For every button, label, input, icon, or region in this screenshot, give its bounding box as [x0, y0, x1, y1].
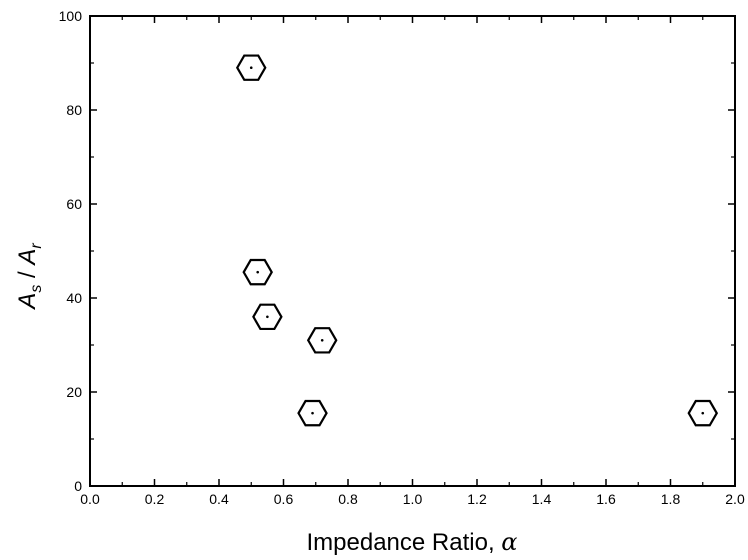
marker-center-dot — [320, 339, 324, 342]
marker-center-dot — [701, 411, 705, 415]
y-axis-title: As / Ar — [14, 243, 45, 311]
x-tick-label: 0.2 — [145, 491, 165, 507]
hexagon-marker — [297, 399, 328, 427]
x-tick-label: 0.4 — [209, 491, 229, 507]
hexagon-marker — [306, 327, 338, 354]
data-point — [306, 327, 338, 354]
y-tick-label: 100 — [59, 8, 83, 24]
y-tick-label: 80 — [66, 102, 82, 118]
x-tick-label: 0.6 — [274, 491, 294, 507]
y-axis-ticks: 0 20 40 60 80 100 — [59, 8, 735, 494]
data-point — [252, 303, 283, 331]
x-tick-label: 0.0 — [80, 491, 100, 507]
data-point — [687, 399, 719, 427]
x-tick-label: 0.8 — [338, 491, 358, 507]
marker-center-dot — [249, 66, 253, 69]
x-tick-label: 1.2 — [467, 491, 487, 507]
x-tick-label: 1.8 — [661, 491, 681, 507]
data-point — [297, 399, 328, 427]
x-tick-label: 1.4 — [532, 491, 552, 507]
data-points — [235, 54, 719, 427]
hexagon-marker — [687, 399, 719, 427]
plot-border — [89, 15, 736, 487]
y-tick-label: 20 — [66, 384, 82, 400]
y-tick-label: 40 — [66, 290, 82, 306]
x-tick-label: 1.0 — [403, 491, 423, 507]
data-point — [242, 258, 273, 286]
marker-center-dot — [256, 270, 260, 274]
y-tick-label: 0 — [74, 478, 82, 494]
hexagon-marker — [242, 258, 273, 286]
data-point — [235, 54, 267, 81]
x-axis-ticks: 0.0 0.2 0.4 0.6 0.8 1.0 1.2 1.4 1.6 1.8 2.0 — [80, 16, 745, 507]
hexagon-marker — [235, 54, 267, 81]
x-tick-label: 1.6 — [596, 491, 616, 507]
x-tick-label: 2.0 — [725, 491, 745, 507]
hexagon-marker — [252, 303, 283, 331]
plot-frame — [89, 15, 736, 487]
marker-center-dot — [311, 411, 314, 415]
y-tick-label: 60 — [66, 196, 82, 212]
x-axis-title: Impedance Ratio, α — [307, 528, 518, 556]
marker-center-dot — [266, 315, 269, 319]
